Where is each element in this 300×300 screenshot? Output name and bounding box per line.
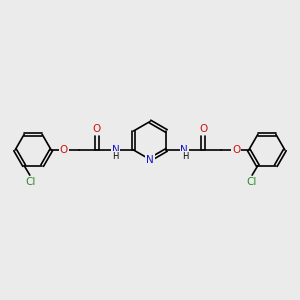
Text: H: H	[182, 152, 188, 161]
Text: Cl: Cl	[246, 177, 256, 187]
Text: N: N	[180, 145, 188, 155]
Text: O: O	[93, 124, 101, 134]
Text: O: O	[59, 145, 68, 155]
Text: H: H	[112, 152, 118, 161]
Text: N: N	[146, 155, 154, 165]
Text: Cl: Cl	[26, 177, 36, 187]
Text: O: O	[232, 145, 241, 155]
Text: N: N	[112, 145, 120, 155]
Text: O: O	[199, 124, 207, 134]
